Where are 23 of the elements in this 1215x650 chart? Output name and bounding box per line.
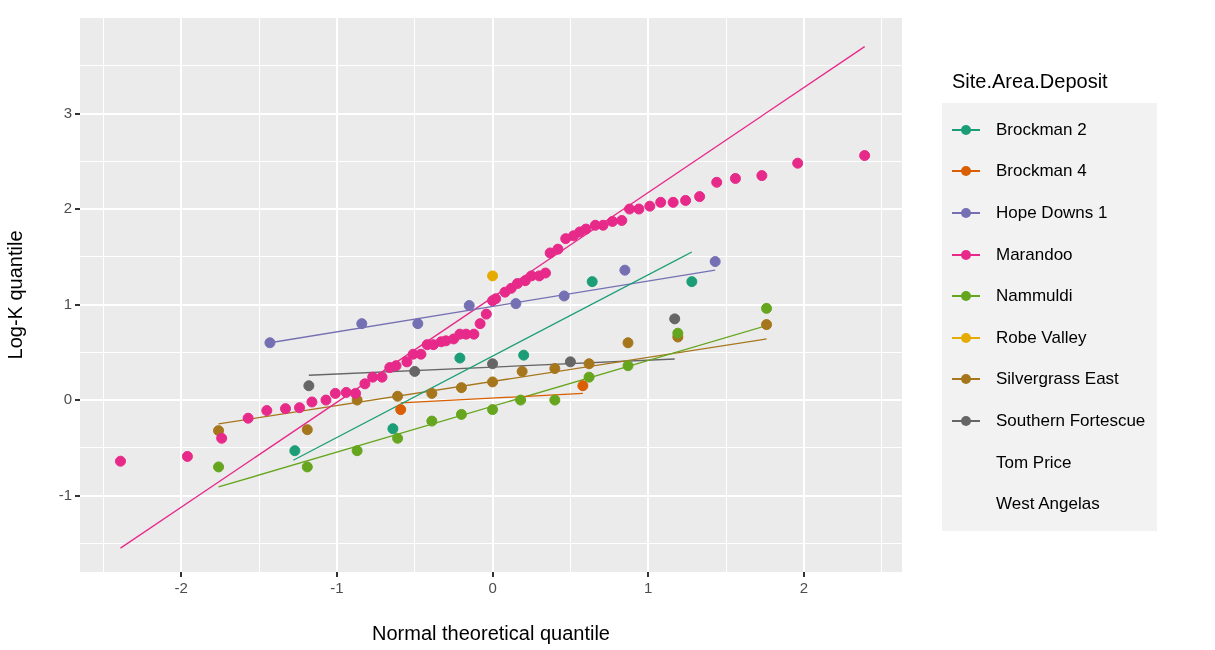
legend-label: Nammuldi: [996, 286, 1073, 307]
legend-label: Brockman 2: [996, 119, 1087, 140]
legend-label: Marandoo: [996, 244, 1073, 265]
text: Tom Price: [996, 452, 1072, 473]
x-tick-label: 2: [799, 579, 809, 597]
x-tick-label: -2: [174, 579, 188, 597]
y-axis-title: Log-K quantile: [3, 230, 26, 360]
y-tick-label: -1: [58, 485, 72, 503]
legend-label: Silvergrass East: [996, 369, 1119, 390]
y-tick-label: 3: [63, 103, 72, 121]
x-tick-label: 0: [488, 579, 497, 597]
x-tick-label: 1: [644, 579, 653, 597]
legend-title: Site.Area.Deposit: [952, 70, 1109, 93]
legend-label: Brockman 4: [996, 161, 1087, 182]
legend-label: Hope Downs 1: [996, 202, 1108, 223]
y-tick-label: 1: [63, 294, 72, 312]
x-tick-label: -1: [330, 579, 344, 597]
text: West Angelas: [996, 494, 1100, 515]
x-axis-title: Normal theoretical quantile: [372, 621, 610, 644]
legend-label: Southern Fortescue: [996, 410, 1146, 431]
y-tick-label: 0: [63, 390, 72, 408]
legend-label: Robe Valley: [996, 327, 1087, 348]
y-tick-label: 2: [63, 199, 72, 217]
